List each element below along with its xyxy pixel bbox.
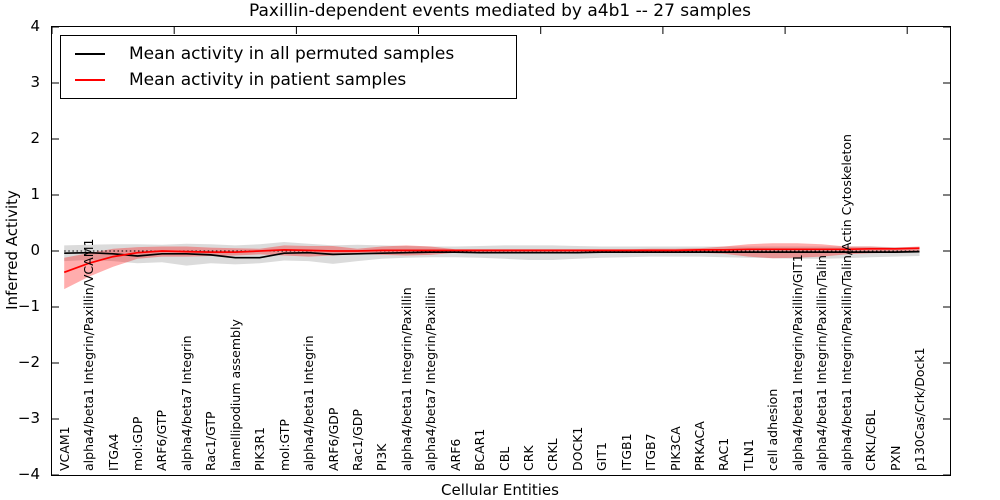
y-tick-label: 4 — [30, 17, 40, 35]
x-tick-label: ITGB1 — [618, 433, 634, 471]
x-tick-label: GIT1 — [594, 442, 610, 471]
y-tick-label: 3 — [30, 73, 40, 91]
x-tick-label: alpha4/beta7 Integrin — [178, 335, 194, 471]
permuted-mean-line — [64, 250, 920, 259]
x-tick-label: mol:GTP — [276, 419, 292, 471]
x-tick-label: ITGB7 — [643, 433, 659, 471]
x-tick-label: BCAR1 — [472, 428, 488, 471]
y-tick-label: −3 — [17, 409, 40, 427]
x-tick-label: VCAM1 — [56, 426, 72, 471]
permuted-range-band — [64, 242, 920, 266]
x-tick-label: PI3K — [374, 443, 390, 471]
x-tick-label: cell adhesion — [765, 388, 781, 471]
y-tick-labels: 4 3 2 1 0 −1 −2 −3 −4 — [0, 0, 46, 500]
x-tick-label: PIK3R1 — [252, 426, 268, 471]
x-tick-label: p130Cas/Crk/Dock1 — [911, 347, 927, 471]
x-tick-label: ARF6 — [447, 438, 463, 471]
x-tick-label: PXN — [887, 445, 903, 471]
x-tick-label: alpha4/beta1 Integrin/Paxillin/GIT1 — [789, 254, 805, 471]
permuted-line-swatch — [75, 53, 105, 55]
x-tick-label: alpha4/beta1 Integrin/Paxillin/Talin/Act… — [838, 134, 854, 471]
patient-mean-line — [63, 247, 920, 274]
x-tick-label: ARF6/GTP — [154, 409, 170, 471]
chart-title: Paxillin-dependent events mediated by a4… — [249, 1, 751, 21]
x-tick-label: CRK — [520, 445, 536, 471]
x-tick-label: DOCK1 — [569, 426, 585, 471]
y-tick-label: 0 — [30, 241, 40, 259]
y-tick-label: −4 — [17, 465, 40, 483]
y-tick-label: 2 — [30, 129, 40, 147]
x-tick-label: PIK3CA — [667, 426, 683, 471]
x-tick-label: TLN1 — [740, 439, 756, 471]
x-tick-label: PRKACA — [692, 421, 708, 471]
legend-label-permuted: Mean activity in all permuted samples — [129, 44, 455, 64]
patient-line-swatch — [75, 79, 105, 81]
y-tick-label: −1 — [17, 297, 40, 315]
x-tick-label: Rac1/GDP — [349, 409, 365, 471]
x-tick-label: Rac1/GTP — [203, 411, 219, 471]
x-tick-label: RAC1 — [716, 437, 732, 471]
x-tick-label: ITGA4 — [105, 433, 121, 471]
legend-label-patient: Mean activity in patient samples — [129, 70, 407, 90]
x-tick-label: lamellipodium assembly — [227, 319, 243, 471]
x-tick-label: alpha4/beta1 Integrin — [301, 335, 317, 471]
x-tick-label: alpha4/beta1 Integrin/Paxillin — [398, 287, 414, 471]
legend: Mean activity in all permuted samples Me… — [60, 35, 517, 99]
legend-item-permuted: Mean activity in all permuted samples — [75, 44, 508, 64]
y-tick-label: −2 — [17, 353, 40, 371]
y-tick-label: 1 — [30, 185, 40, 203]
x-tick-label: alpha4/beta7 Integrin/Paxillin — [423, 287, 439, 471]
chart-canvas — [52, 27, 950, 475]
x-tick-label: alpha4/beta1 Integrin/Paxillin/VCAM1 — [81, 238, 97, 471]
x-tick-label: alpha4/beta1 Integrin/Paxillin/Talin — [814, 255, 830, 471]
legend-item-patient: Mean activity in patient samples — [75, 70, 508, 90]
x-tick-label: CRKL — [545, 438, 561, 471]
x-tick-label: ARF6/GDP — [325, 407, 341, 471]
x-tick-label: mol:GDP — [130, 416, 146, 471]
x-axis-label: Cellular Entities — [441, 481, 559, 499]
plot-area: VCAM1 alpha4/beta1 Integrin/Paxillin/VCAM… — [51, 26, 951, 476]
x-tick-label: CBL — [496, 446, 512, 471]
x-tick-label: CRKL/CBL — [863, 409, 879, 471]
